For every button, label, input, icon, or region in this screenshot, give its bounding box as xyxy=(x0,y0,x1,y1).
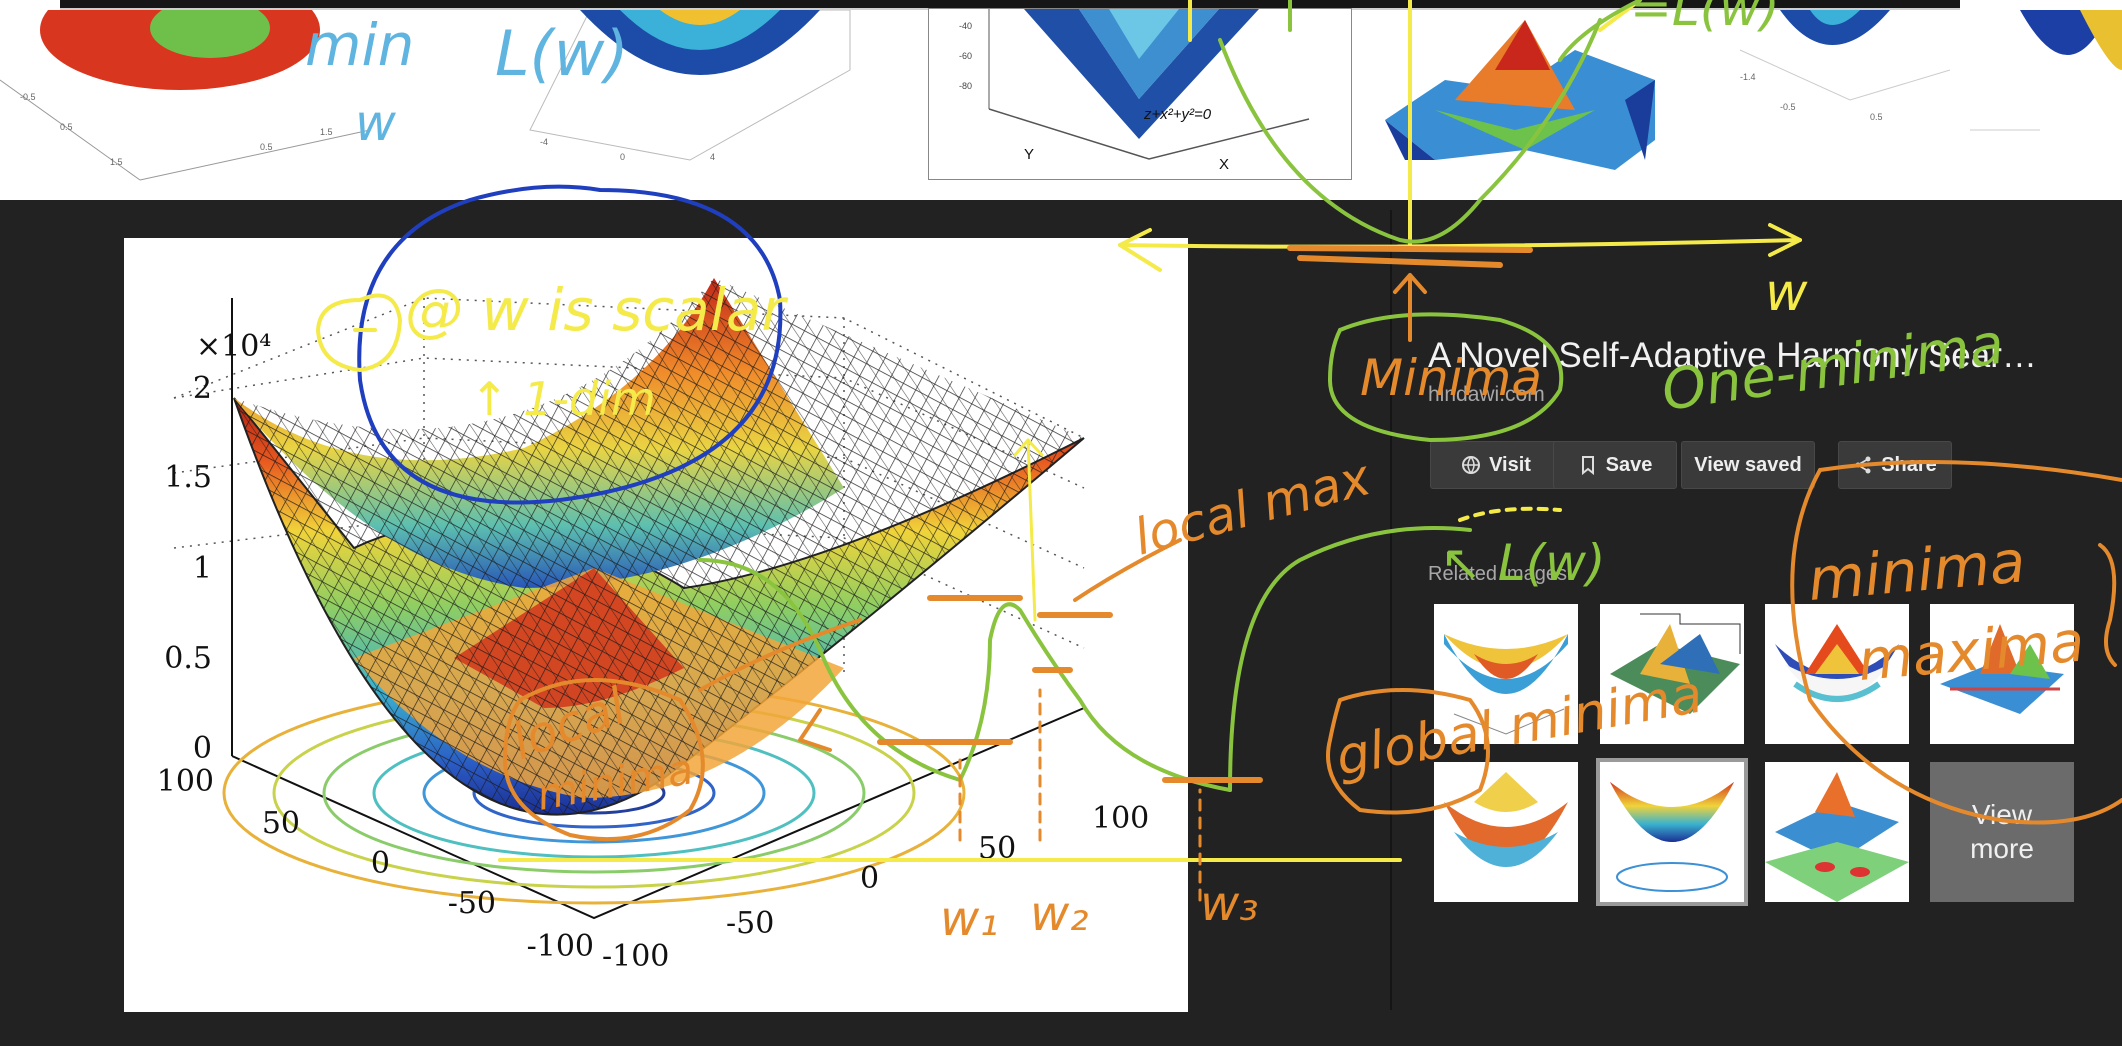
top-thumbnail-4[interactable] xyxy=(1375,10,1675,180)
related-image[interactable] xyxy=(1434,762,1578,902)
related-image[interactable] xyxy=(1765,762,1909,902)
top-equation-label: z+x²+y²=0 xyxy=(1143,106,1212,123)
top-y-axis-label: Y xyxy=(1024,146,1034,163)
visit-label: Visit xyxy=(1489,453,1531,476)
left-axis-tick: 100 xyxy=(157,764,214,799)
bookmark-icon xyxy=(1581,456,1594,475)
view-saved-button[interactable]: View saved xyxy=(1681,441,1815,489)
svg-text:1.5: 1.5 xyxy=(110,157,123,167)
right-axis-tick: 0 xyxy=(860,861,879,896)
top-thumbnail-6[interactable] xyxy=(1960,10,2122,140)
globe-icon xyxy=(1462,456,1481,474)
svg-text:-1.4: -1.4 xyxy=(1740,72,1756,82)
svg-text:0.5: 0.5 xyxy=(1870,112,1883,122)
z-tick: 1 xyxy=(193,551,212,586)
related-image[interactable] xyxy=(1765,604,1909,744)
right-axis-tick: -100 xyxy=(602,939,669,974)
view-saved-label: View saved xyxy=(1694,453,1802,476)
related-image[interactable] xyxy=(1600,604,1744,744)
svg-text:0: 0 xyxy=(620,152,625,162)
svg-text:-0.5: -0.5 xyxy=(1780,102,1796,112)
right-axis-tick: 50 xyxy=(978,831,1016,866)
related-image[interactable] xyxy=(1434,604,1578,744)
right-axis-tick: -50 xyxy=(726,906,774,941)
z-tick: 0 xyxy=(193,731,212,766)
top-thumbnail-1[interactable]: -0.5 0.5 1.5 0.5 1.5 xyxy=(0,10,400,190)
view-more-button[interactable]: View more xyxy=(1930,762,2074,902)
annotation-axis-w: w xyxy=(1765,263,1808,323)
related-image-selected[interactable] xyxy=(1596,758,1748,906)
view-more-line1: View xyxy=(1971,799,2033,830)
svg-text:-80: -80 xyxy=(959,81,972,91)
svg-text:4: 4 xyxy=(710,152,715,162)
related-image[interactable] xyxy=(1930,604,2074,744)
top-thumbnail-5[interactable]: -1.4 -0.5 0.5 xyxy=(1720,10,1960,140)
view-more-line2: more xyxy=(1970,833,2034,864)
z-tick: 1.5 xyxy=(164,460,212,495)
left-axis-tick: 50 xyxy=(262,806,300,841)
svg-text:-60: -60 xyxy=(959,51,972,61)
save-button[interactable]: Save xyxy=(1553,441,1677,489)
svg-text:-40: -40 xyxy=(959,21,972,31)
top-thumbnail-strip: -0.5 0.5 1.5 0.5 1.5 -4 0 4 -40 -60 -80 z+x²+y²=… xyxy=(0,0,2122,200)
annotation-w3: w₃ xyxy=(1200,876,1259,932)
panel-divider xyxy=(1390,210,1392,1010)
svg-text:-0.5: -0.5 xyxy=(20,92,36,102)
related-images-label: Related images xyxy=(1428,563,1567,585)
svg-text:0.5: 0.5 xyxy=(260,142,273,152)
visit-button[interactable]: Visit xyxy=(1430,441,1562,489)
left-axis-tick: 0 xyxy=(371,846,390,881)
share-button[interactable]: Share xyxy=(1838,441,1952,489)
svg-text:-4: -4 xyxy=(540,137,548,147)
top-thumbnail-2[interactable]: -4 0 4 xyxy=(470,10,890,170)
share-label: Share xyxy=(1881,453,1937,476)
result-source[interactable]: hindawi.com xyxy=(1428,383,1545,406)
svg-text:0.5: 0.5 xyxy=(60,122,73,132)
svg-text:1.5: 1.5 xyxy=(320,127,333,137)
main-surface-plot: ×10⁴ 2 1.5 1 0.5 0 100 50 0 -50 -100 -10… xyxy=(124,238,1188,1012)
left-axis-tick: -100 xyxy=(527,929,594,964)
result-title[interactable]: A Novel Self-Adaptive Harmony Sear… xyxy=(1428,336,2037,375)
right-axis-tick: 100 xyxy=(1092,801,1149,836)
z-scale-label: ×10⁴ xyxy=(196,329,271,364)
z-tick: 0.5 xyxy=(164,641,212,676)
z-tick: 2 xyxy=(193,371,212,406)
left-axis-tick: -50 xyxy=(448,886,496,921)
annotation-minima-word: minima xyxy=(1805,527,2028,614)
top-x-axis-label: X xyxy=(1219,156,1229,173)
share-icon xyxy=(1855,456,1871,474)
save-label: Save xyxy=(1605,453,1653,476)
top-thumbnail-3[interactable]: -40 -60 -80 z+x²+y²=0 Y X xyxy=(928,8,1352,180)
